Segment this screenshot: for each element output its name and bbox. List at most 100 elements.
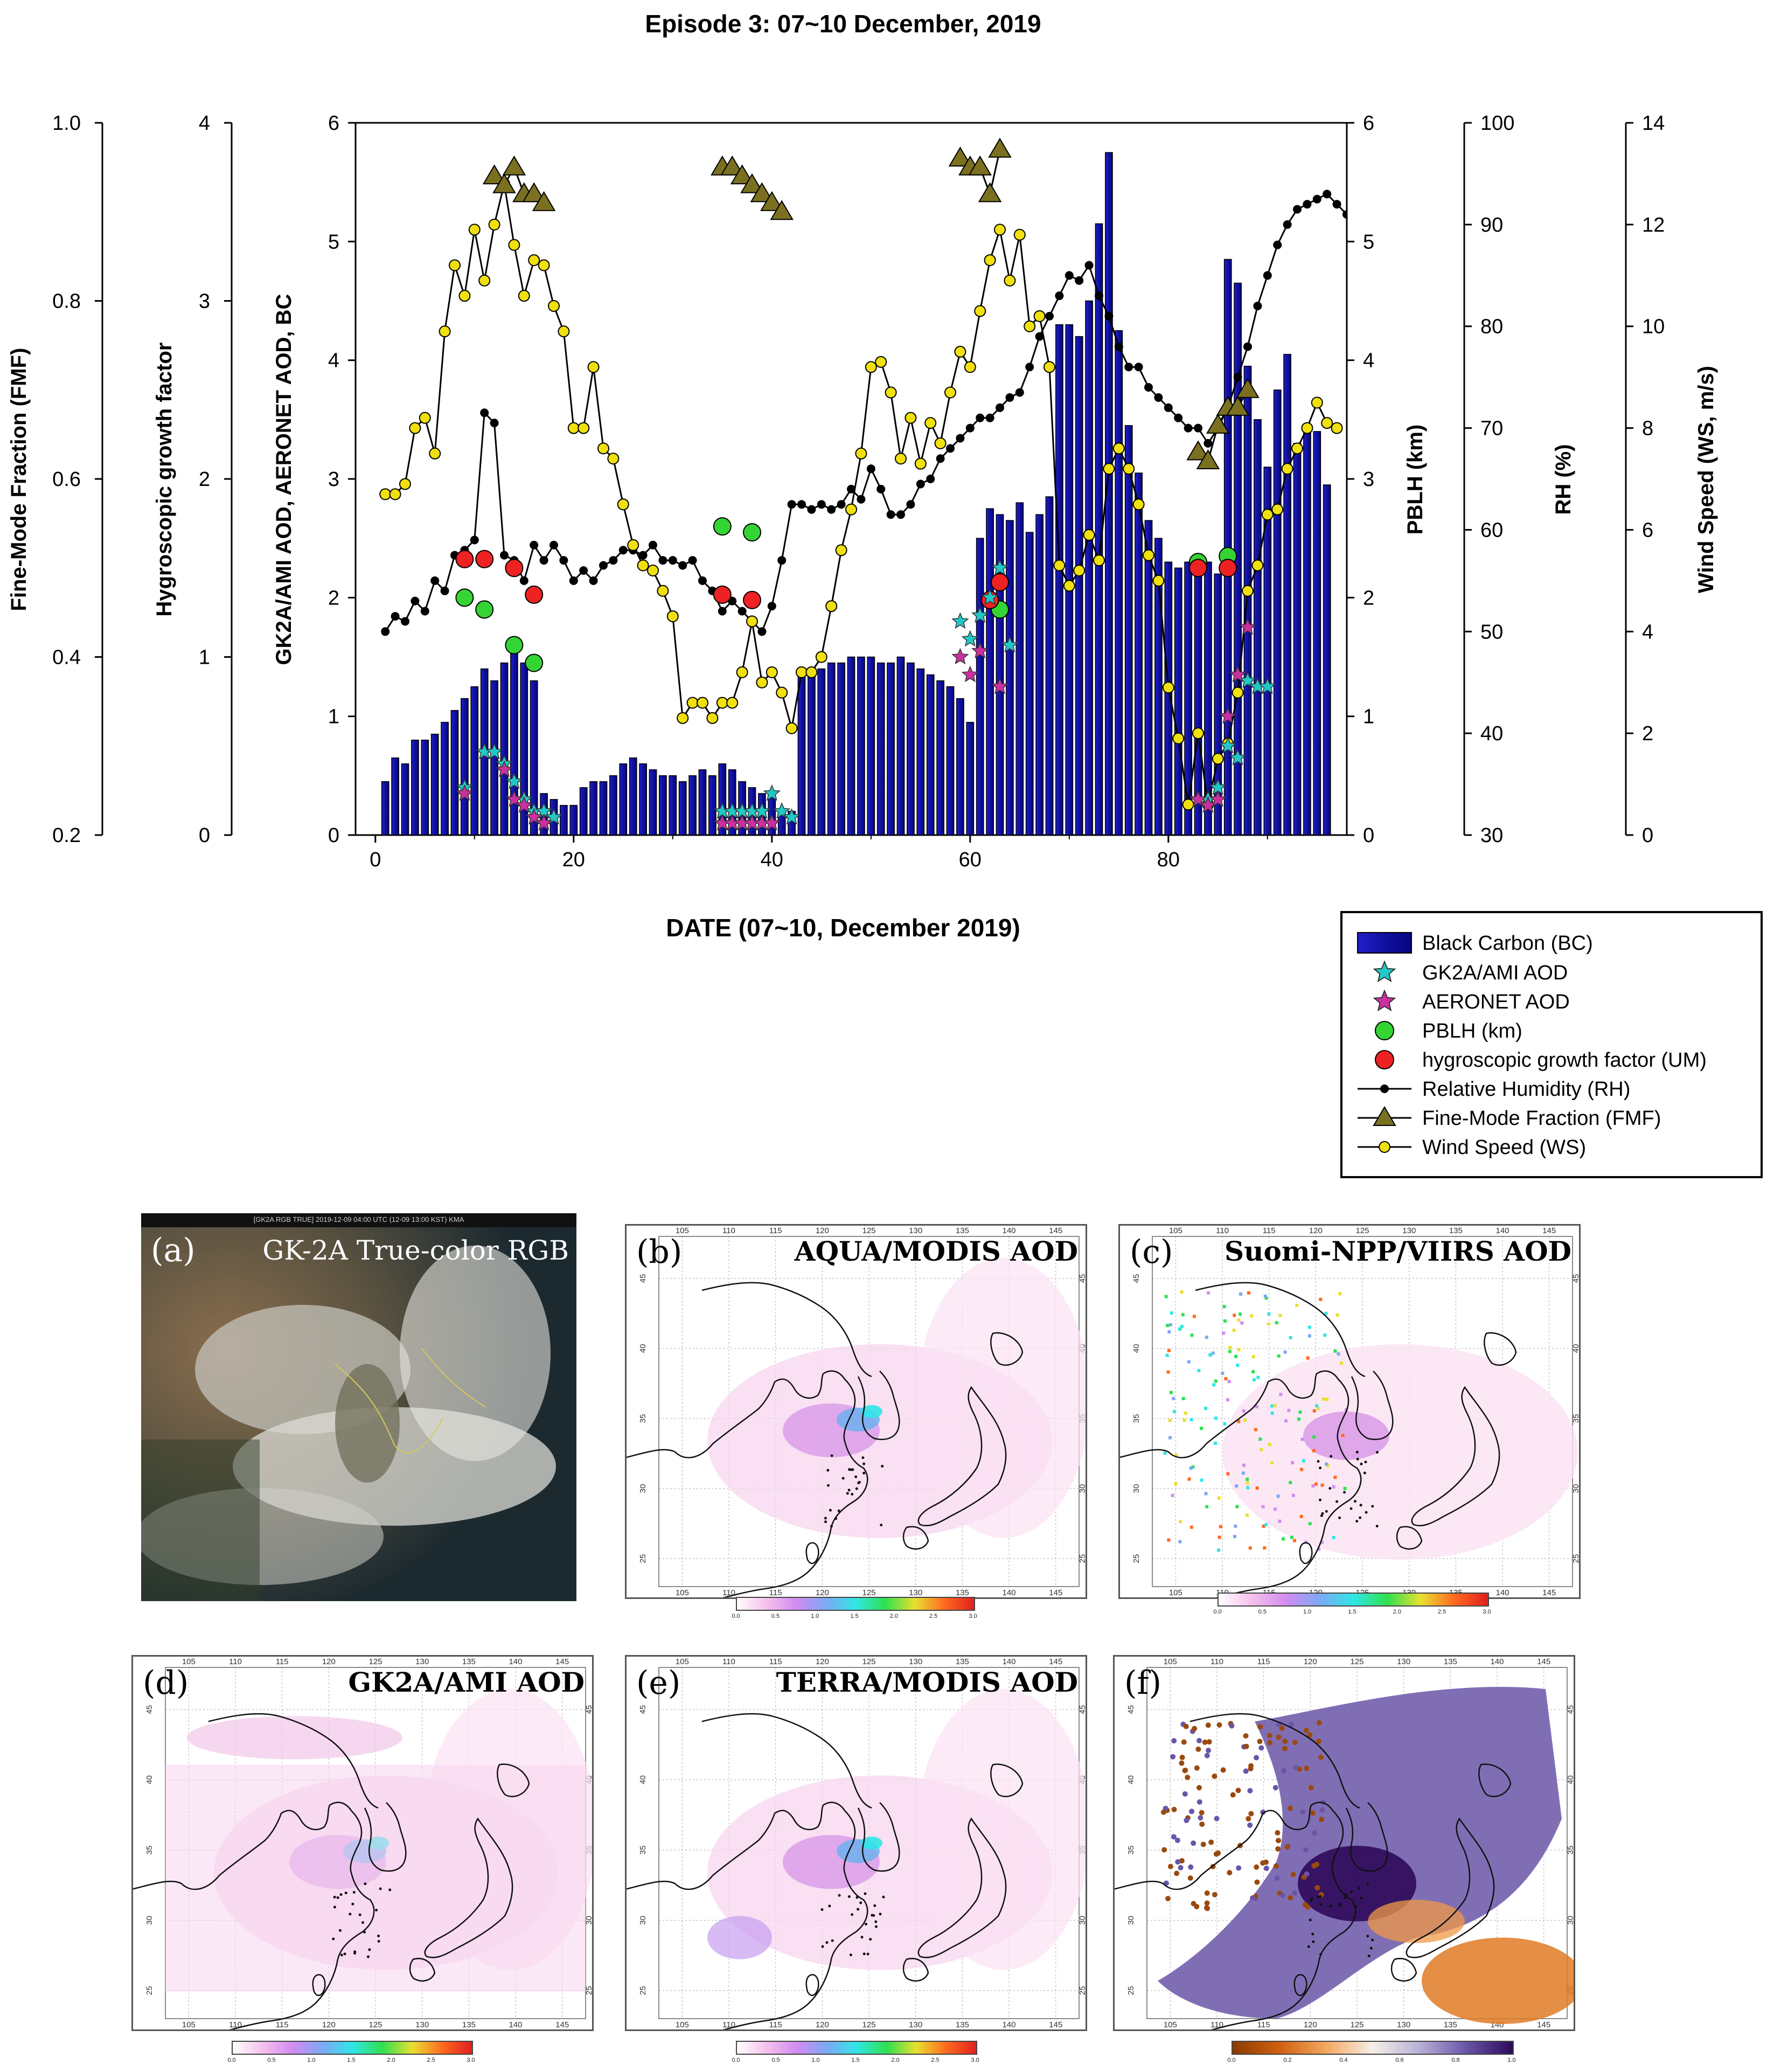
aod-pixel [1317, 1407, 1320, 1410]
ws-point [706, 712, 719, 724]
aod-pixel [1174, 1482, 1178, 1485]
bc-bar [461, 698, 469, 835]
aod-pixel [1293, 1539, 1297, 1542]
aod-pixel [1241, 1471, 1245, 1475]
aod-pixel [1273, 1403, 1277, 1407]
map-lon-label: 140 [1495, 1226, 1509, 1235]
bc-bar [510, 644, 518, 835]
panel-f: 105 105 110 110 115 115 120 120 125 125 130 130 135 1… [1113, 1655, 1575, 2031]
aod-pixel [1219, 1525, 1222, 1528]
coastline [1351, 1371, 1394, 1441]
bc-bar [500, 662, 509, 835]
hgf-point [1189, 559, 1207, 578]
colorbar-e [736, 2041, 977, 2055]
fmf-point [522, 182, 546, 203]
rh-point [1342, 210, 1347, 219]
map-lat-label: 30 [638, 1484, 648, 1493]
aod-field [917, 1689, 1086, 1970]
aod-pixel [1165, 1324, 1169, 1327]
island-dot [339, 1893, 343, 1896]
map-lon-label: 105 [676, 1226, 689, 1235]
rh-point [1323, 190, 1332, 199]
fmf-pixel [1179, 1755, 1185, 1761]
island-dot [847, 1489, 851, 1492]
aod-pixel [1246, 1477, 1249, 1481]
bc-bar [579, 787, 588, 835]
fmf-pixel [1204, 1753, 1210, 1758]
map-lon-label: 120 [1309, 1226, 1323, 1235]
map-lon-label: 135 [1444, 1657, 1457, 1666]
aod-pixel [1236, 1364, 1240, 1367]
map-lon-label: 125 [368, 2020, 382, 2029]
bc-bar [589, 781, 597, 835]
hgf-point [455, 550, 474, 568]
fmf-pixel [1288, 1895, 1293, 1901]
map-lon-label: 105 [676, 1657, 689, 1666]
pblh-tick-label: 5 [1363, 231, 1374, 253]
panel-b-label: (b) [636, 1233, 683, 1271]
fmf-point [730, 164, 754, 185]
island-dot [1321, 1512, 1324, 1515]
hgf-point [525, 585, 544, 604]
coastline [917, 1386, 1007, 1527]
rh-point [411, 596, 420, 606]
aod-pixel [1317, 1547, 1321, 1551]
fmf-pixel [1248, 1765, 1254, 1772]
map-lat-label: 30 [585, 1916, 592, 1925]
ws-point [1093, 554, 1105, 567]
aod-pixel [1200, 1478, 1203, 1482]
ws-point [449, 259, 461, 272]
island-dot [388, 1888, 392, 1892]
bc-bar [391, 757, 399, 835]
aeronet_aod-point [971, 642, 989, 659]
island-dot [368, 1948, 371, 1951]
colorbar-tick-label: 0.2 [1283, 2057, 1292, 2063]
ws-point [647, 564, 659, 576]
rh-point [807, 505, 816, 514]
map-lon-label: 125 [862, 1226, 875, 1235]
ws-point [458, 290, 471, 302]
ws-point [785, 722, 798, 734]
fmf-pixel [1170, 1754, 1176, 1760]
aod-pixel [1325, 1462, 1328, 1466]
island-dot [1319, 1466, 1322, 1470]
colorbar-tick-label: 1.0 [811, 1613, 819, 1619]
fmf-point [502, 155, 526, 176]
pblh-tick-label: 0 [1363, 824, 1374, 847]
aod-pixel [1262, 1524, 1265, 1528]
fmf-pixel [1174, 1871, 1180, 1876]
map-lat-label: 25 [1126, 1986, 1136, 1995]
bc-bar [817, 668, 826, 835]
ws-point [934, 437, 947, 449]
ws-point [885, 386, 897, 399]
colorbar-tick-label: 3.0 [969, 1613, 977, 1619]
rh-axis-label: RH (%) [1552, 444, 1575, 514]
fmf-point [532, 191, 556, 211]
panel-a-title: GK-2A True-color RGB [262, 1235, 569, 1266]
rh-point [1263, 271, 1272, 280]
rh-point [490, 419, 499, 428]
map-lon-label: 135 [956, 2020, 969, 2029]
rh-point [519, 576, 528, 585]
bc-bar [470, 686, 479, 835]
fmf-pixel [1272, 1785, 1278, 1791]
aod-pixel [1171, 1493, 1174, 1497]
island-dot [857, 1908, 860, 1911]
island-dot [864, 1892, 867, 1895]
island-dot [364, 1882, 367, 1886]
hgf-tick-label: 3 [199, 290, 210, 313]
aod-pixel [1260, 1448, 1263, 1451]
island-dot [849, 1953, 852, 1957]
island-dot [379, 1887, 382, 1890]
aod-pixel [1168, 1436, 1172, 1440]
fmf-field [1368, 1900, 1465, 1943]
aod-pixel [1298, 1410, 1302, 1414]
colorbar-tick-label: 1.5 [851, 2057, 860, 2063]
rh-point [956, 434, 965, 443]
aod-pixel [1263, 1295, 1267, 1298]
ws-tick-label: 8 [1642, 418, 1653, 440]
island-dot [1360, 1462, 1363, 1465]
map-lat-label: 45 [585, 1705, 592, 1714]
aod-pixel [1235, 1505, 1239, 1508]
ws-point [587, 361, 600, 373]
